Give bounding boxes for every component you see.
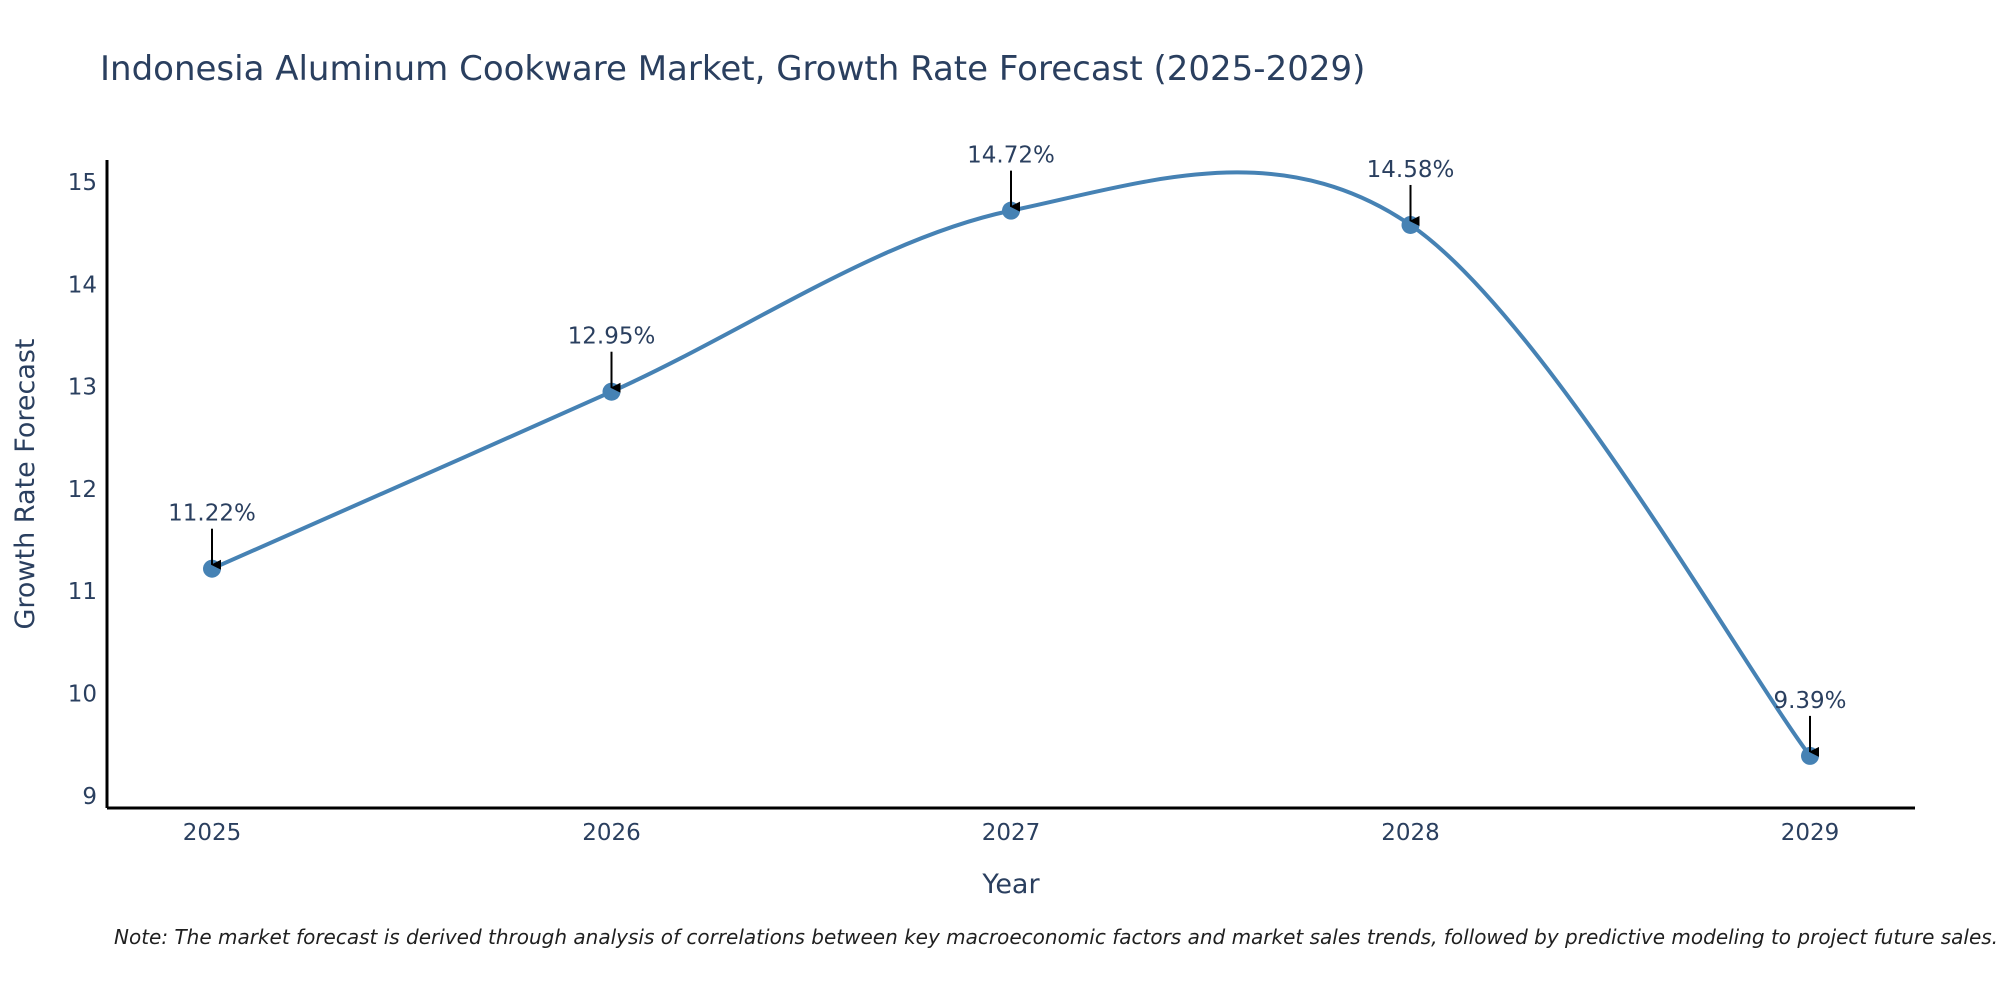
data-label: 9.39%	[1773, 688, 1846, 714]
x-tick-label: 2029	[1781, 820, 1840, 846]
data-annotations: 11.22% 12.95% 14.72% 14.58% 9.39%	[168, 143, 1847, 757]
x-tick-label: 2028	[1381, 820, 1440, 846]
y-tick-label: 9	[82, 784, 97, 810]
y-tick-label: 10	[68, 682, 97, 708]
y-tick-label: 13	[68, 375, 97, 401]
x-tick-label: 2025	[183, 820, 242, 846]
data-label: 11.22%	[168, 501, 256, 527]
data-label: 12.95%	[568, 324, 656, 350]
y-axis-ticks: 9 10 11 12 13 14 15	[68, 170, 97, 810]
data-markers	[203, 201, 1819, 765]
footnote: Note: The market forecast is derived thr…	[114, 925, 1998, 949]
data-label: 14.72%	[967, 143, 1055, 169]
series-line	[210, 170, 1812, 758]
y-tick-label: 12	[68, 477, 97, 503]
y-tick-label: 11	[68, 579, 97, 605]
x-tick-label: 2027	[982, 820, 1041, 846]
y-tick-label: 14	[68, 272, 97, 298]
chart-title: Indonesia Aluminum Cookware Market, Grow…	[100, 49, 1365, 89]
data-label: 14.58%	[1367, 157, 1455, 183]
x-axis-ticks: 2025 2026 2027 2028 2029	[183, 820, 1840, 846]
x-axis-title: Year	[981, 869, 1040, 900]
y-axis-title: Growth Rate Forecast	[10, 338, 41, 629]
x-tick-label: 2026	[582, 820, 641, 846]
y-tick-label: 15	[68, 170, 97, 196]
